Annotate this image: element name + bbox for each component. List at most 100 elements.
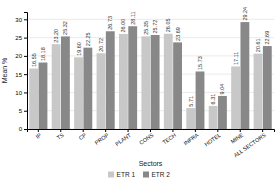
data-label: 16.55	[31, 53, 37, 67]
data-label: 23.20	[53, 29, 59, 43]
bar	[74, 57, 83, 129]
bar	[52, 44, 61, 129]
data-labels: 16.55 23.20 19.60 20.72 26.00 25.35 26.05 5.71 6…	[31, 7, 271, 107]
x-tick-label: TS	[56, 132, 65, 141]
x-tick-label: CONS	[138, 132, 155, 146]
bar	[151, 35, 160, 129]
bar	[83, 48, 92, 129]
bar	[141, 36, 150, 129]
x-tick: PROP	[94, 129, 110, 146]
x-tick-label: PROP	[94, 132, 110, 146]
bar	[39, 63, 48, 129]
data-label: 25.32	[62, 21, 68, 35]
y-tick-label: 20	[15, 53, 22, 59]
data-label: 22.25	[85, 32, 91, 46]
data-label: 9.04	[219, 84, 225, 95]
bar	[97, 53, 106, 129]
x-tick-label: MINE	[230, 132, 245, 145]
y-tick-label: 0	[19, 126, 23, 132]
data-label: 20.61	[255, 38, 261, 52]
x-tick: ALL SECTORS	[233, 129, 268, 158]
data-label: 20.72	[98, 38, 104, 52]
bar	[240, 22, 249, 129]
y-axis-line	[24, 13, 28, 130]
bar	[209, 106, 218, 129]
grid-line	[27, 19, 274, 20]
x-axis-title: Sectors	[139, 160, 163, 167]
data-label: 5.71	[188, 96, 194, 107]
y-tick-label: 25	[15, 35, 22, 41]
bar-series	[29, 34, 262, 129]
data-label: 23.69	[175, 27, 181, 41]
data-label: 18.18	[40, 47, 46, 61]
bar-series	[39, 22, 272, 129]
x-tick: CP	[78, 129, 88, 141]
data-label: 6.31	[210, 94, 216, 105]
legend-item: ETR 1	[108, 171, 135, 178]
x-tick: CONS	[138, 129, 155, 146]
bar	[263, 46, 272, 129]
y-tick-mark	[24, 129, 27, 130]
x-tick: MINE	[230, 129, 245, 145]
legend-swatch	[108, 172, 114, 178]
x-tick-label: IP	[35, 132, 43, 140]
y-tick: 20	[15, 53, 27, 59]
y-tick: 0	[19, 126, 27, 132]
y-tick-mark	[24, 111, 27, 112]
bar	[218, 96, 227, 129]
x-tick: IP	[35, 129, 43, 140]
x-tick: HOTEL	[203, 129, 221, 147]
y-tick-label: 10	[15, 90, 22, 96]
x-axis: IP TS CP PROP PLANT CONS TECH INFRAHOTEL MINEALL…	[28, 129, 275, 158]
data-label: 26.73	[107, 16, 113, 30]
chart: 16.55 23.20 19.60 20.72 26.00 25.35 26.05 5.71 6…	[0, 0, 278, 181]
y-tick: 5	[19, 108, 27, 114]
y-axis: 0 5 10 15 20 25 30	[15, 13, 27, 133]
data-label: 28.11	[130, 11, 136, 24]
bar	[196, 71, 205, 129]
y-tick-mark	[24, 56, 27, 57]
x-tick-label: TECH	[161, 132, 177, 146]
y-tick-mark	[24, 74, 27, 75]
data-label: 17.11	[233, 52, 239, 65]
x-tick-label: INFRA	[183, 132, 200, 147]
x-tick-label: CP	[78, 132, 88, 141]
data-label: 26.05	[165, 18, 171, 32]
bars	[29, 22, 271, 129]
x-tick: TECH	[161, 129, 177, 145]
y-tick: 15	[15, 72, 27, 78]
data-label: 26.00	[120, 19, 126, 33]
bar	[254, 54, 263, 129]
data-label: 25.72	[152, 20, 158, 34]
bar	[106, 31, 115, 129]
legend-label: ETR 1	[117, 171, 136, 178]
legend: ETR 1 ETR 2	[108, 171, 170, 178]
grid	[27, 19, 274, 129]
bar	[186, 108, 195, 129]
bar	[173, 42, 182, 129]
bar	[29, 68, 38, 129]
y-tick-mark	[24, 19, 27, 20]
bar	[164, 34, 173, 129]
y-tick-label: 5	[19, 108, 23, 114]
y-axis-title: Mean %	[1, 58, 8, 84]
bar	[61, 36, 70, 129]
x-tick-label: PLANT	[114, 132, 132, 147]
x-tick-label: ALL SECTORS	[233, 132, 268, 159]
y-tick-label: 30	[15, 17, 22, 23]
x-tick: INFRA	[183, 129, 200, 146]
data-label: 25.35	[143, 21, 149, 35]
bar	[119, 34, 128, 129]
data-label: 15.73	[197, 56, 203, 70]
data-label: 22.69	[264, 31, 270, 45]
y-tick: 30	[15, 17, 27, 23]
y-tick: 25	[15, 35, 27, 41]
legend-item: ETR 2	[143, 171, 170, 178]
bar	[128, 26, 137, 129]
bar	[231, 66, 240, 129]
data-label: 19.60	[76, 42, 82, 56]
x-tick-label: HOTEL	[203, 132, 221, 147]
y-tick-mark	[24, 38, 27, 39]
y-tick-label: 15	[15, 72, 22, 78]
legend-swatch	[143, 172, 149, 178]
